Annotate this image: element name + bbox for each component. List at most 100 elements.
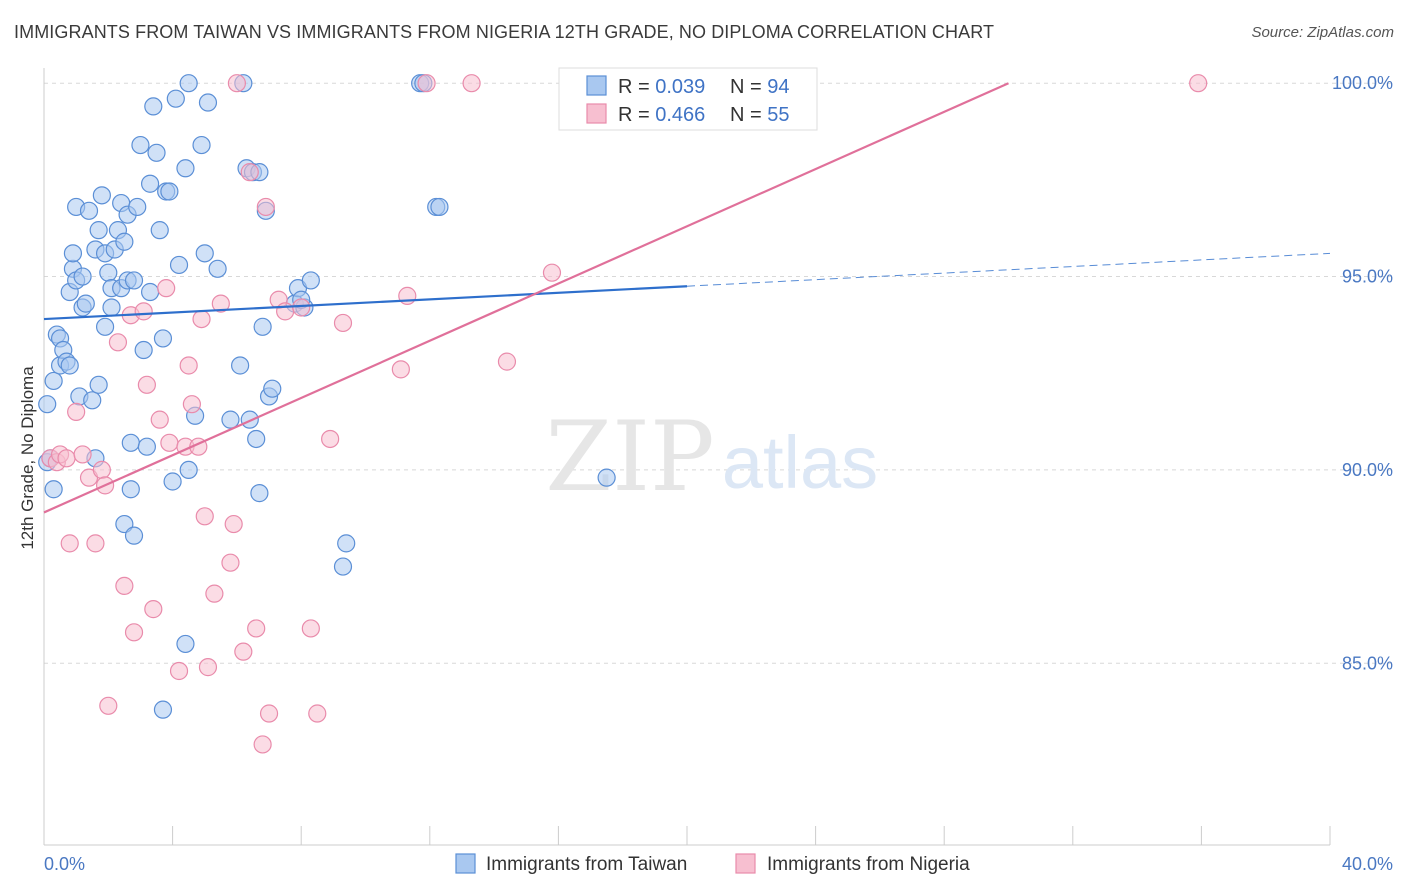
source-credit: Source: ZipAtlas.com (1251, 24, 1394, 41)
taiwan-point (63, 244, 83, 263)
nigeria-point (292, 298, 311, 317)
taiwan-point (140, 174, 160, 193)
chart-title: IMMIGRANTS FROM TAIWAN VS IMMIGRANTS FRO… (14, 22, 995, 42)
taiwan-point (124, 526, 144, 545)
legend-n-value-taiwan: 94 (767, 76, 789, 98)
nigeria-point (198, 658, 218, 677)
nigeria-point (259, 704, 279, 723)
nigeria-point (211, 294, 230, 313)
y-tick-label: 100.0% (1332, 73, 1393, 93)
nigeria-point (391, 360, 410, 379)
nigeria-point (67, 402, 86, 421)
legend-r-label-taiwan: R = (618, 76, 655, 98)
taiwan-point (176, 159, 195, 178)
nigeria-point (99, 696, 118, 715)
nigeria-point (542, 263, 562, 282)
svg-text:N = 55: N = 55 (730, 104, 790, 126)
taiwan-point (301, 271, 320, 290)
taiwan-point (38, 395, 57, 414)
nigeria-point (86, 534, 105, 553)
taiwan-point (263, 379, 282, 398)
taiwan-point (250, 484, 269, 503)
taiwan-point (121, 480, 140, 499)
taiwan-point (115, 232, 134, 251)
legend-r-value-nigeria: 0.466 (655, 104, 705, 126)
watermark-zip: ZIP (545, 401, 714, 513)
legend-swatch-taiwan (586, 75, 607, 96)
taiwan-point (95, 317, 115, 336)
nigeria-point (247, 619, 266, 638)
taiwan-point (44, 480, 63, 499)
nigeria-point (179, 356, 198, 375)
nigeria-point (92, 460, 111, 480)
nigeria-point (462, 74, 481, 93)
nigeria-point (240, 163, 259, 182)
taiwan-point (198, 93, 218, 112)
nigeria-point (134, 302, 153, 321)
legend-swatch-nigeria (586, 103, 607, 124)
taiwan-point (134, 340, 153, 360)
taiwan-point (89, 221, 108, 240)
taiwan-point (102, 298, 121, 317)
nigeria-point (150, 410, 169, 429)
nigeria-point (205, 584, 224, 603)
trend-line-nigeria (43, 82, 1009, 514)
nigeria-point (115, 576, 134, 596)
taiwan-point (140, 282, 160, 302)
taiwan-point (221, 410, 240, 429)
bottom-legend-swatch-taiwan (455, 853, 476, 874)
legend-n-label-nigeria: N = (730, 104, 767, 126)
nigeria-point (417, 74, 436, 93)
taiwan-point (179, 74, 198, 93)
taiwan-point (147, 143, 166, 162)
trend-lines (43, 82, 1331, 514)
svg-text:R = 0.466: R = 0.466 (618, 104, 705, 126)
taiwan-point (597, 468, 616, 487)
nigeria-point (321, 429, 340, 449)
y-tick-label: 90.0% (1342, 460, 1393, 480)
nigeria-point (57, 449, 76, 468)
nigeria-point (253, 735, 272, 754)
nigeria-point (169, 661, 189, 681)
nigeria-point (301, 619, 320, 638)
taiwan-point (192, 135, 211, 155)
taiwan-point (76, 294, 95, 313)
taiwan-point (160, 182, 179, 201)
nigeria-point (137, 375, 156, 394)
taiwan-point (166, 89, 185, 108)
taiwan-point (231, 356, 250, 375)
taiwan-point (169, 255, 189, 275)
svg-text:R = 0.039: R = 0.039 (618, 76, 705, 98)
nigeria-point (195, 507, 214, 526)
nigeria-point (144, 600, 163, 619)
taiwan-point (253, 317, 272, 336)
x-tick-label: 0.0% (44, 854, 85, 874)
series-taiwan-points (38, 74, 616, 719)
y-tick-label: 95.0% (1342, 267, 1393, 287)
taiwan-point (208, 259, 227, 278)
tick-labels: 100.0% 95.0% 90.0% 85.0% 0.0% 40.0% (44, 73, 1393, 874)
taiwan-point (163, 472, 182, 491)
nigeria-point (157, 279, 176, 298)
taiwan-point (247, 429, 266, 449)
taiwan-point (179, 460, 198, 480)
taiwan-point (195, 244, 214, 263)
nigeria-point (73, 445, 92, 464)
watermark: ZIP atlas (545, 401, 878, 513)
taiwan-point (128, 197, 147, 217)
taiwan-point (150, 221, 169, 240)
nigeria-point (182, 395, 201, 414)
svg-text:N = 94: N = 94 (730, 76, 790, 98)
taiwan-point (131, 135, 150, 155)
nigeria-point (256, 197, 275, 217)
taiwan-point (176, 634, 195, 654)
taiwan-point (44, 371, 63, 391)
y-axis-label: 12th Grade, No Diploma (18, 366, 37, 550)
taiwan-point (92, 186, 111, 205)
nigeria-point (234, 642, 253, 661)
trend-line-taiwan-extension (686, 252, 1331, 287)
taiwan-point (137, 437, 156, 456)
nigeria-point (308, 704, 327, 723)
legend-r-value-taiwan: 0.039 (655, 76, 705, 98)
